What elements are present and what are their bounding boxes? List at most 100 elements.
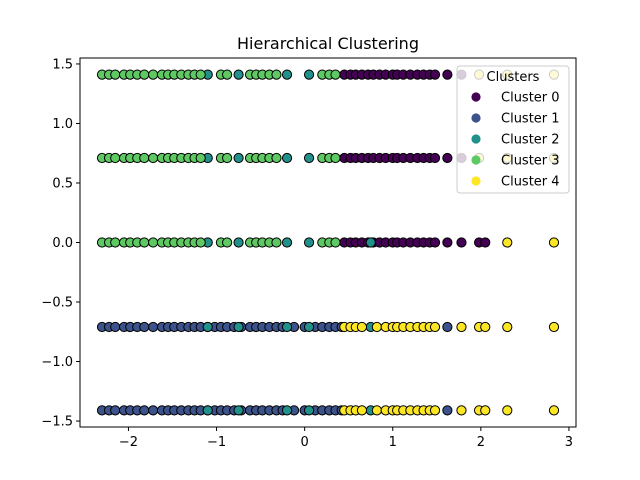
data-point	[202, 321, 213, 333]
data-point	[222, 69, 233, 80]
data-point	[139, 321, 150, 333]
data-point	[139, 237, 150, 248]
data-point	[365, 237, 376, 248]
x-tick-label: 2	[477, 435, 485, 450]
y-tick-label: 1.0	[52, 117, 73, 132]
chart-title: Hierarchical Clustering	[237, 34, 419, 53]
x-tick-label: −1	[207, 435, 226, 450]
data-point	[330, 69, 341, 80]
legend-title: Clusters	[487, 70, 540, 85]
data-point	[548, 405, 560, 416]
data-point	[281, 152, 293, 164]
data-point	[110, 405, 121, 416]
x-tick-label: 0	[301, 435, 309, 450]
data-point	[480, 405, 491, 416]
data-point	[281, 405, 293, 416]
data-point	[281, 237, 293, 248]
legend-marker	[471, 134, 481, 144]
data-point	[281, 321, 293, 333]
y-tick-label: 0.5	[52, 176, 73, 191]
data-point	[429, 405, 441, 416]
legend-box	[456, 65, 570, 194]
data-point	[371, 405, 382, 416]
x-tick-label: 3	[565, 435, 573, 450]
data-point	[442, 405, 453, 416]
data-point	[222, 152, 233, 164]
legend-entry: Cluster 0	[501, 91, 560, 106]
data-point	[548, 321, 560, 333]
data-point	[195, 237, 206, 248]
data-point	[442, 321, 453, 333]
legend-entry: Cluster 4	[501, 175, 560, 190]
data-point	[456, 405, 467, 416]
data-point	[148, 405, 159, 416]
y-tick-label: −1.0	[41, 355, 73, 370]
data-point	[429, 152, 441, 164]
data-point	[233, 321, 244, 333]
x-tick-label: 1	[389, 435, 397, 450]
data-point	[456, 237, 467, 248]
data-point	[303, 405, 315, 416]
y-tick-label: 0.0	[52, 236, 73, 251]
data-point	[303, 237, 315, 248]
data-point	[502, 237, 513, 248]
data-point	[233, 405, 244, 416]
data-point	[233, 152, 244, 164]
data-point	[330, 237, 341, 248]
data-point	[303, 152, 315, 164]
legend-marker	[471, 92, 481, 102]
legend-marker	[471, 155, 481, 165]
data-point	[548, 237, 560, 248]
data-point	[139, 69, 150, 80]
data-point	[502, 321, 513, 333]
data-point	[110, 321, 121, 333]
data-point	[139, 152, 150, 164]
data-point	[110, 152, 121, 164]
data-point	[330, 152, 341, 164]
data-point	[442, 152, 453, 164]
data-point	[222, 237, 233, 248]
data-point	[356, 321, 368, 333]
legend-entry: Cluster 3	[501, 154, 560, 169]
data-point	[110, 69, 121, 80]
data-point	[148, 69, 159, 80]
data-point	[356, 405, 368, 416]
data-point	[442, 69, 453, 80]
data-point	[480, 237, 491, 248]
data-point	[429, 237, 441, 248]
data-point	[233, 237, 244, 248]
data-point	[429, 69, 441, 80]
data-point	[303, 321, 315, 333]
data-point	[148, 237, 159, 248]
data-point	[371, 321, 382, 333]
legend-marker	[471, 113, 481, 123]
y-axis: −1.5 −1.0 −0.5 0.0 0.5 1.0 1.5	[41, 57, 80, 430]
x-axis: −2 −1 0 1 2 3	[119, 427, 573, 450]
data-point	[480, 321, 491, 333]
y-tick-label: −0.5	[41, 296, 73, 311]
data-point	[233, 69, 244, 80]
data-point	[502, 405, 513, 416]
y-tick-label: 1.5	[52, 57, 73, 72]
data-point	[429, 321, 441, 333]
legend-entry: Cluster 1	[501, 112, 560, 127]
data-point	[456, 321, 467, 333]
data-point	[271, 69, 282, 80]
data-point	[195, 152, 206, 164]
data-point	[110, 237, 121, 248]
data-point	[195, 69, 206, 80]
points-layer	[96, 69, 560, 416]
legend: Clusters Cluster 0 Cluster 1 Cluster 2 Clus…	[456, 65, 570, 194]
y-tick-label: −1.5	[41, 415, 73, 430]
data-point	[271, 152, 282, 164]
legend-marker	[471, 176, 481, 186]
data-point	[271, 237, 282, 248]
data-point	[148, 152, 159, 164]
x-tick-label: −2	[119, 435, 138, 450]
data-point	[442, 237, 453, 248]
data-point	[303, 69, 315, 80]
data-point	[202, 405, 213, 416]
legend-entry: Cluster 2	[501, 133, 560, 148]
data-point	[281, 69, 293, 80]
